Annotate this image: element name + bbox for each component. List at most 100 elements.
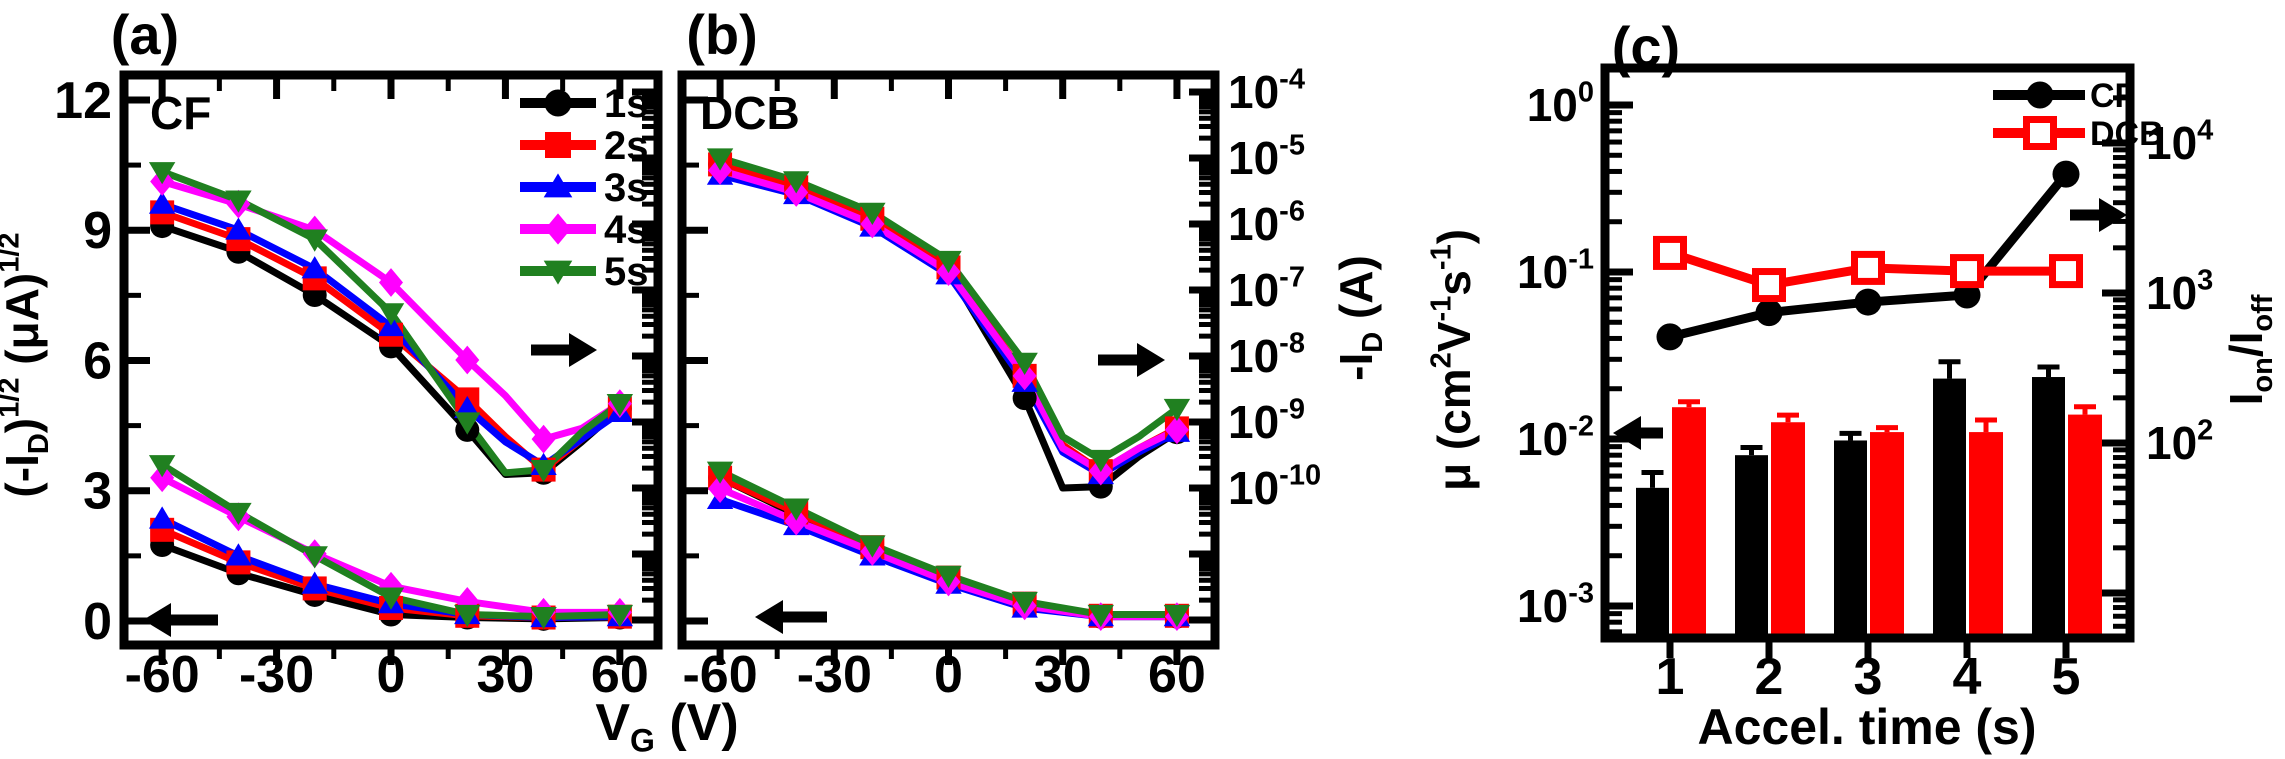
axes-frame [1600,63,2135,643]
legend-label: 4s [604,208,649,252]
x-tick-label: 5 [2052,648,2081,706]
triangle-down-marker [1087,604,1114,628]
triangle-up-marker [225,217,252,240]
dcb-bar [1672,407,1706,634]
triangle-down-marker [377,587,405,610]
axes-frame [677,70,1220,650]
legend-label: 1s [604,82,649,126]
triangle-down-marker [1011,352,1038,375]
diamond-marker [708,474,733,503]
log-curve-4s [719,166,1179,475]
x-tick-label: 0 [377,646,406,704]
triangle-down-marker [301,546,328,569]
triangle-down-marker [783,498,810,521]
circle-filled-marker [1854,288,1882,316]
triangle-down-marker [454,604,481,628]
triangle-down-marker [1011,591,1038,615]
y-tick-label: 0 [83,593,112,651]
triangle-down-marker [301,229,328,252]
square-legend-icon [545,132,571,158]
panel-a-title: (a) [110,3,180,66]
triangle-down-marker [1163,604,1191,628]
panel-c-title: (c) [1611,15,1681,78]
diamond-marker [784,506,809,536]
dcb-bar [1771,422,1805,634]
triangle-down-marker [225,190,252,213]
triangle-down-marker [859,202,886,225]
log-curve-3s [719,171,1179,479]
legend-label: 3s [604,166,649,210]
panel-b-sample-label: DCB [700,87,800,139]
x-tick-label: 3 [1854,648,1883,706]
triangle-up-marker [148,506,176,529]
right-y-tick-label: 10-8 [1228,328,1305,382]
diamond-marker [1164,415,1189,445]
triangle-down-marker [1163,398,1191,422]
triangle-down-marker [148,162,176,185]
right-y-tick-label: 102 [2146,415,2213,469]
left-axis-arrow-icon [143,603,171,637]
x-tick-label: 1 [1656,648,1685,706]
square-open-marker [1851,250,1885,285]
diamond-legend-icon [545,213,571,245]
dcb-bar [1969,432,2003,634]
y-tick-label: 3 [83,463,112,521]
square-open-marker [1950,254,1984,289]
x-tick-label: 60 [1148,646,1206,704]
y-tick-label: 12 [54,72,112,130]
panel-b-right-yaxis-label: -ID (A) [1330,255,1389,381]
x-tick-label: -60 [125,646,200,704]
circle-filled-marker [1656,323,1684,351]
square-open-marker [2049,254,2083,289]
left-y-tick-label: 10-2 [1517,411,1594,465]
panel-c-xaxis-label: Accel. time (s) [1697,699,2037,755]
x-tick-label: 4 [1953,648,1982,706]
triangle-down-marker [706,461,734,484]
panel-c-right-yaxis-label: Ion/Ioff [2220,294,2279,405]
shared-xaxis-label: VG (V) [595,694,738,758]
right-axis-arrow-icon [569,333,597,367]
circle-marker [1012,386,1037,411]
legend-label: 5s [604,250,649,294]
right-axis-arrow-icon [2099,198,2127,232]
cf-bar [2032,377,2065,634]
triangle-down-marker [606,604,634,628]
left-y-tick-label: 100 [1527,77,1594,131]
panel-a-chart: -60 -30 0 30 60 0 3 6 9 12 (-ID)1/2 (μA)1/2 VG (V) 1… [0,70,739,758]
log-curve-2s [719,161,1179,475]
triangle-down-legend-icon [543,260,573,285]
triangle-down-marker [148,455,176,478]
triangle-up-legend-icon [543,173,573,198]
right-y-tick-label: 104 [2146,115,2213,169]
y-tick-label: 9 [83,202,112,260]
right-y-tick-label: 10-7 [1228,262,1305,316]
circle-filled-marker [1755,299,1783,327]
legend-label: DCB [2090,115,2164,153]
triangle-down-marker [377,303,405,326]
cf-bar [1636,487,1669,634]
legend-label: CF [2090,77,2135,115]
square-open-legend-icon [2023,116,2057,150]
left-axis-arrow-icon [1613,416,1641,450]
panel-c-left-yaxis-label: μ (cm2V-1s-1) [1426,229,1480,491]
triangle-down-marker [454,412,481,435]
triangle-down-marker [706,148,734,171]
triangle-down-marker [606,394,634,417]
circle-filled-marker [1953,281,1981,309]
x-tick-label: -60 [682,646,757,704]
diamond-marker [531,424,556,454]
legend-label: 2s [604,124,649,168]
left-y-tick-label: 10-1 [1517,244,1594,298]
square-open-marker [1653,235,1687,270]
triangle-down-marker [225,502,252,526]
dcb-bar [2068,414,2102,634]
triangle-down-marker [530,607,557,630]
circle-legend-icon [544,89,572,117]
left-y-tick-label: 10-3 [1517,578,1594,632]
cf-bar [1834,440,1867,634]
x-tick-label: 30 [477,646,535,704]
triangle-down-marker [783,171,810,194]
y-tick-label: 6 [83,332,112,390]
